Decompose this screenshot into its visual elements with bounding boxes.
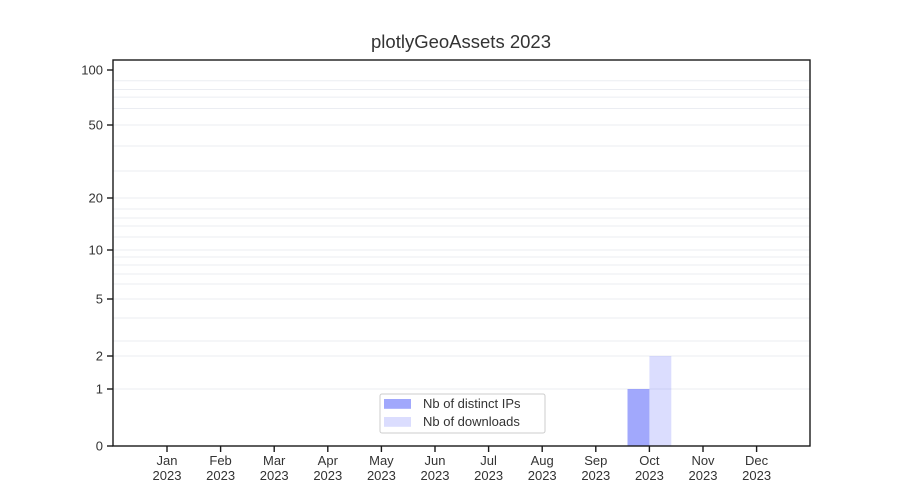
svg-text:Oct: Oct [639, 453, 660, 468]
svg-text:2023: 2023 [206, 468, 235, 483]
svg-text:Nov: Nov [691, 453, 715, 468]
svg-text:Jan: Jan [157, 453, 178, 468]
svg-text:2023: 2023 [421, 468, 450, 483]
svg-text:Sep: Sep [584, 453, 607, 468]
svg-text:2: 2 [96, 349, 103, 364]
svg-text:Nb of distinct IPs: Nb of distinct IPs [423, 396, 521, 411]
svg-text:100: 100 [81, 63, 103, 78]
svg-text:50: 50 [89, 118, 103, 133]
svg-text:1: 1 [96, 382, 103, 397]
svg-text:2023: 2023 [742, 468, 771, 483]
svg-text:0: 0 [96, 439, 103, 454]
svg-text:2023: 2023 [689, 468, 718, 483]
svg-text:2023: 2023 [313, 468, 342, 483]
svg-text:10: 10 [89, 243, 103, 258]
svg-text:Jun: Jun [425, 453, 446, 468]
svg-text:Nb of downloads: Nb of downloads [423, 414, 520, 429]
svg-text:Jul: Jul [480, 453, 497, 468]
svg-text:2023: 2023 [153, 468, 182, 483]
svg-text:2023: 2023 [581, 468, 610, 483]
svg-text:5: 5 [96, 292, 103, 307]
svg-text:Aug: Aug [531, 453, 554, 468]
svg-text:plotlyGeoAssets 2023: plotlyGeoAssets 2023 [371, 31, 551, 52]
svg-text:Dec: Dec [745, 453, 769, 468]
svg-text:Feb: Feb [209, 453, 231, 468]
svg-text:May: May [369, 453, 394, 468]
svg-text:Apr: Apr [318, 453, 339, 468]
svg-text:2023: 2023 [635, 468, 664, 483]
svg-text:2023: 2023 [367, 468, 396, 483]
svg-text:2023: 2023 [260, 468, 289, 483]
svg-text:2023: 2023 [474, 468, 503, 483]
svg-text:20: 20 [89, 191, 103, 206]
svg-text:2023: 2023 [528, 468, 557, 483]
svg-text:Mar: Mar [263, 453, 286, 468]
